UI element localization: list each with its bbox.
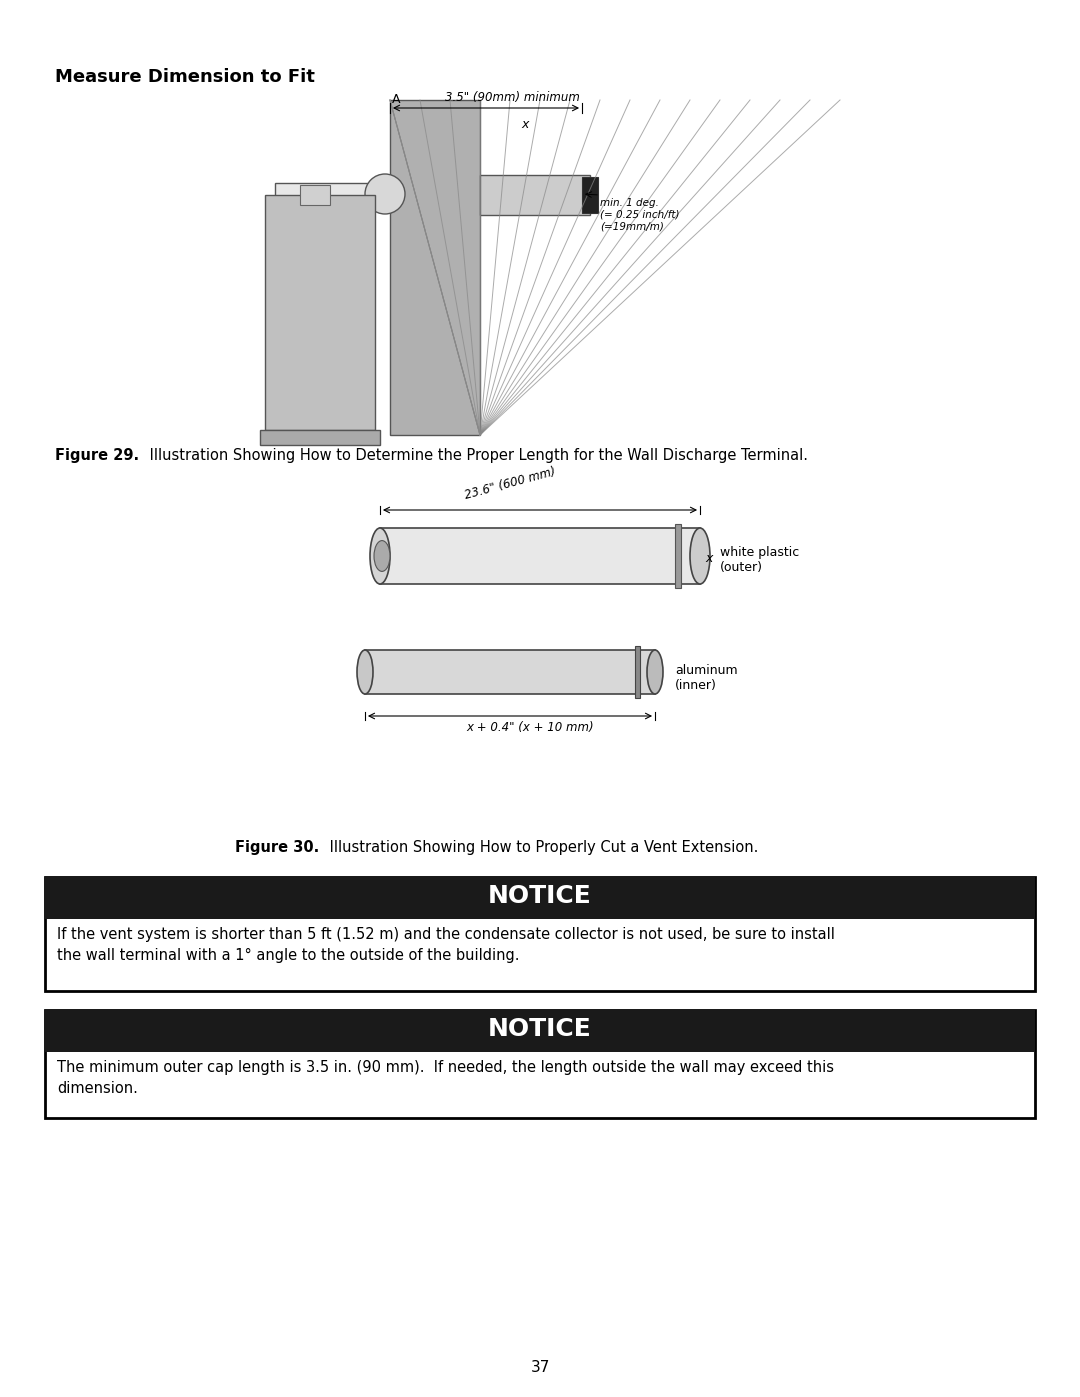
Ellipse shape [647,650,663,694]
Bar [365,650,654,694]
Bar [582,177,598,212]
Ellipse shape [370,528,390,584]
Text: Figure 29.: Figure 29. [55,448,139,462]
Text: Measure Dimension to Fit: Measure Dimension to Fit [55,68,315,87]
Text: NOTICE: NOTICE [488,884,592,908]
Text: x: x [522,117,529,131]
Text: white plastic
(outer): white plastic (outer) [720,546,799,574]
Text: Figure 30.: Figure 30. [235,840,320,855]
Bar [45,1010,1035,1118]
Bar [275,183,390,208]
Bar [45,877,1035,919]
Text: If the vent system is shorter than 5 ft (1.52 m) and the condensate collector is: If the vent system is shorter than 5 ft … [57,928,835,963]
Text: A: A [392,94,401,106]
Bar [480,175,590,215]
Bar [380,528,700,584]
Circle shape [365,175,405,214]
Ellipse shape [690,528,710,584]
Text: Illustration Showing How to Determine the Proper Length for the Wall Discharge T: Illustration Showing How to Determine th… [145,448,808,462]
Text: The minimum outer cap length is 3.5 in. (90 mm).  If needed, the length outside : The minimum outer cap length is 3.5 in. … [57,1060,834,1097]
Bar [390,101,480,434]
Text: x + 0.4" (x + 10 mm): x + 0.4" (x + 10 mm) [467,721,594,733]
Bar [45,1010,1035,1052]
Text: aluminum
(inner): aluminum (inner) [675,664,738,692]
Text: min. 1 deg.
(= 0.25 inch/ft)
(=19mm/m): min. 1 deg. (= 0.25 inch/ft) (=19mm/m) [600,198,679,231]
Ellipse shape [374,541,390,571]
Bar [265,196,375,430]
Bar [675,524,681,588]
Text: NOTICE: NOTICE [488,1017,592,1041]
Text: 3.5" (90mm) minimum: 3.5" (90mm) minimum [445,91,580,103]
Text: x: x [705,552,713,564]
Bar [300,184,330,205]
Bar [635,645,640,698]
Bar [45,877,1035,990]
Ellipse shape [357,650,373,694]
Text: 23.6" (600 mm): 23.6" (600 mm) [463,465,557,502]
Text: 37: 37 [530,1361,550,1375]
Text: Illustration Showing How to Properly Cut a Vent Extension.: Illustration Showing How to Properly Cut… [325,840,758,855]
Bar [260,430,380,446]
